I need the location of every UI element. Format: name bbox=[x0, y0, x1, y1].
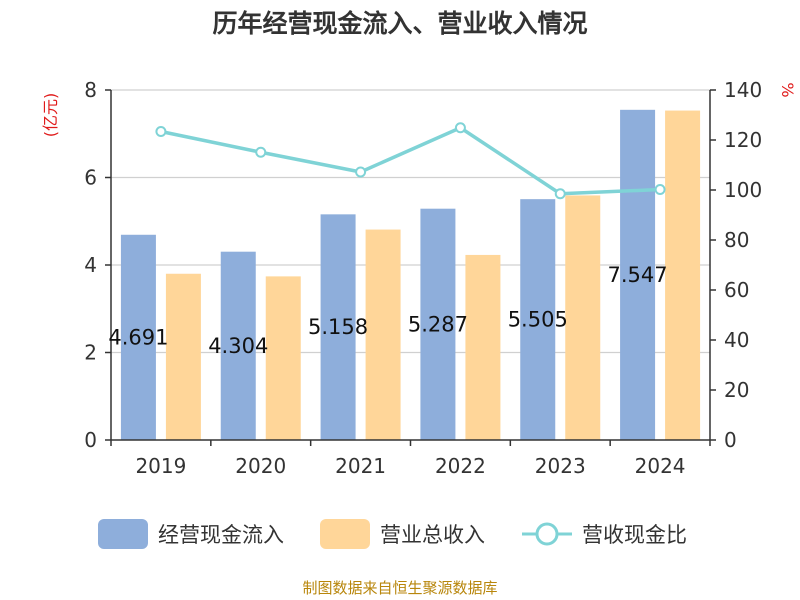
right-axis-tick-label: 20 bbox=[724, 378, 749, 402]
right-axis-tick-label: 80 bbox=[724, 228, 749, 252]
legend: 经营现金流入 营业总收入 营收现金比 bbox=[98, 519, 687, 549]
left-axis-tick-label: 4 bbox=[84, 253, 97, 277]
ratio-point bbox=[654, 184, 666, 195]
ratio-line bbox=[155, 122, 666, 200]
cash-inflow-bar bbox=[120, 234, 156, 440]
ratio-line-path bbox=[160, 126, 661, 196]
legend-cash-inflow-label: 经营现金流入 bbox=[158, 523, 284, 547]
ratio-point bbox=[255, 146, 267, 158]
revenue-bar bbox=[365, 229, 401, 440]
x-axis-tick-label: 2021 bbox=[335, 454, 386, 478]
cash-inflow-bar bbox=[620, 109, 656, 440]
grid-lines bbox=[111, 89, 710, 354]
x-axis-tick-label: 2023 bbox=[535, 454, 586, 478]
cash-inflow-data-label: 4.691 bbox=[108, 325, 168, 349]
left-axis-tick-label: 8 bbox=[84, 78, 97, 102]
right-axis-tick-label: 120 bbox=[724, 128, 762, 152]
chart-title: 历年经营现金流入、营业收入情况 bbox=[212, 9, 587, 38]
right-axis-tick-label: 60 bbox=[724, 278, 749, 302]
cash-inflow-data-label: 7.547 bbox=[608, 263, 668, 287]
right-axis-unit: % bbox=[778, 82, 797, 97]
cash-inflow-bar bbox=[320, 214, 356, 440]
x-axis-tick-label: 2024 bbox=[635, 454, 686, 478]
left-axis-tick-label: 2 bbox=[84, 341, 97, 365]
ratio-point bbox=[355, 166, 367, 178]
cash-inflow-bar bbox=[420, 208, 456, 440]
ratio-point bbox=[454, 122, 466, 134]
legend-revenue-swatch bbox=[320, 519, 370, 549]
right-axis-tick-label: 100 bbox=[724, 178, 762, 202]
x-axis-tick-label: 2019 bbox=[135, 454, 186, 478]
right-axis-tick-label: 40 bbox=[724, 328, 749, 352]
cash-inflow-bar bbox=[220, 251, 256, 440]
cash-inflow-data-label: 4.304 bbox=[208, 334, 268, 358]
legend-ratio-label: 营收现金比 bbox=[582, 523, 687, 547]
left-axis-tick-label: 6 bbox=[84, 166, 97, 190]
cash-inflow-data-label: 5.505 bbox=[508, 308, 568, 332]
ratio-point bbox=[554, 188, 566, 200]
revenue-bar bbox=[165, 273, 201, 440]
cash-inflow-data-label: 5.287 bbox=[408, 312, 468, 336]
source-note: 制图数据来自恒生聚源数据库 bbox=[302, 579, 497, 597]
legend-revenue-label: 营业总收入 bbox=[380, 523, 485, 547]
x-axis-tick-label: 2020 bbox=[235, 454, 286, 478]
x-axis-tick-label: 2022 bbox=[435, 454, 486, 478]
left-axis-unit: (亿元) bbox=[41, 93, 60, 138]
left-axis-tick-label: 0 bbox=[84, 428, 97, 452]
legend-cash-inflow-swatch bbox=[98, 519, 148, 549]
revenue-bar bbox=[565, 195, 601, 440]
revenue-bar bbox=[465, 254, 501, 440]
ratio-point bbox=[155, 126, 167, 137]
revenue-bar bbox=[665, 110, 701, 440]
data-labels: 4.691 4.304 5.158 5.287 5.505 7.547 bbox=[108, 263, 667, 358]
legend-ratio-swatch-marker bbox=[535, 522, 559, 546]
cash-inflow-data-label: 5.158 bbox=[308, 315, 368, 339]
revenue-bar bbox=[265, 276, 301, 440]
right-axis-tick-label: 140 bbox=[724, 78, 762, 102]
cash-inflow-bar bbox=[520, 199, 556, 440]
bars bbox=[120, 109, 701, 440]
right-axis-tick-label: 0 bbox=[724, 428, 737, 452]
